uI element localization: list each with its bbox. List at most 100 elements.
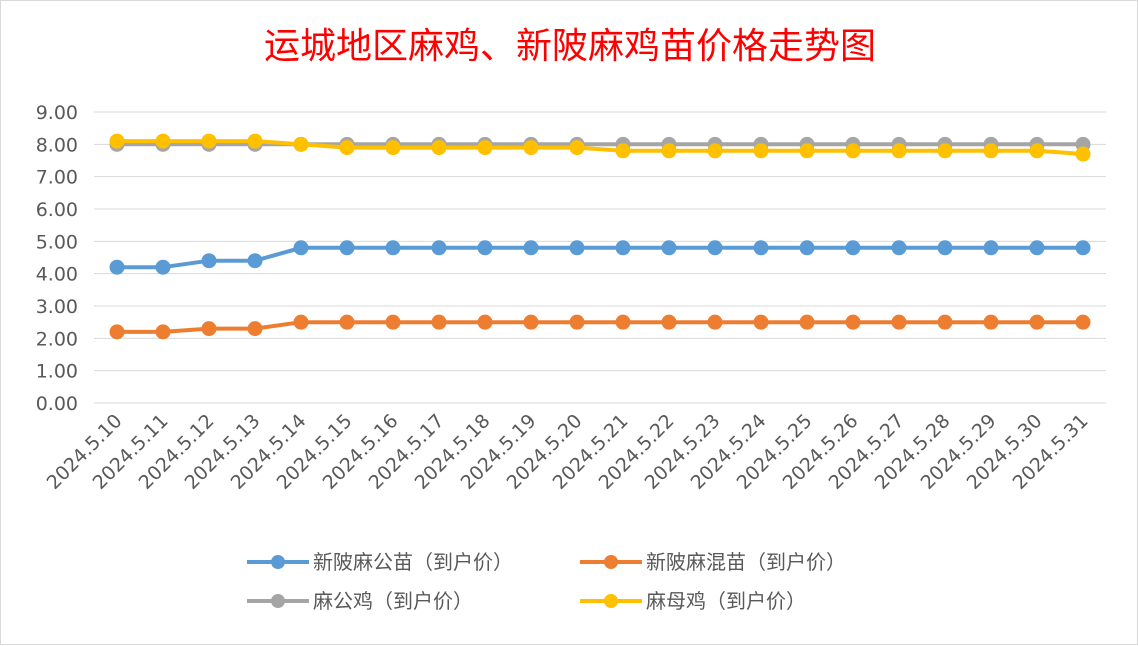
data-point xyxy=(155,324,171,340)
data-point xyxy=(247,133,263,149)
data-point xyxy=(385,140,401,156)
series-lines xyxy=(109,133,1091,340)
data-point xyxy=(845,314,861,330)
data-point xyxy=(477,140,493,156)
data-point xyxy=(707,143,723,159)
data-point xyxy=(1029,240,1045,256)
data-point xyxy=(615,314,631,330)
data-point xyxy=(339,314,355,330)
data-point xyxy=(109,324,125,340)
data-point xyxy=(569,240,585,256)
data-point xyxy=(753,314,769,330)
y-tick-label: 3.00 xyxy=(36,296,78,318)
legend-swatch-orange-icon xyxy=(580,555,642,569)
data-point xyxy=(799,143,815,159)
legend-label: 新陂麻公苗（到户价） xyxy=(313,550,513,574)
data-point xyxy=(569,140,585,156)
data-point xyxy=(983,240,999,256)
data-point xyxy=(523,140,539,156)
data-point xyxy=(339,240,355,256)
legend-swatch-blue-icon xyxy=(247,555,309,569)
legend-label: 麻母鸡（到户价） xyxy=(646,589,806,613)
data-point xyxy=(891,143,907,159)
data-point xyxy=(661,314,677,330)
data-point xyxy=(155,133,171,149)
data-point xyxy=(661,143,677,159)
gridlines xyxy=(94,111,1106,404)
data-point xyxy=(707,240,723,256)
data-point xyxy=(109,259,125,275)
data-point xyxy=(477,240,493,256)
y-tick-label: 8.00 xyxy=(36,134,78,156)
data-point xyxy=(615,143,631,159)
y-tick-label: 0.00 xyxy=(36,393,78,415)
data-point xyxy=(477,314,493,330)
data-point xyxy=(983,143,999,159)
data-point xyxy=(845,143,861,159)
data-point xyxy=(1029,143,1045,159)
y-tick-label: 5.00 xyxy=(36,231,78,253)
data-point xyxy=(1029,314,1045,330)
data-point xyxy=(431,240,447,256)
data-point xyxy=(523,240,539,256)
series-line xyxy=(115,320,1085,334)
data-point xyxy=(431,314,447,330)
data-point xyxy=(523,314,539,330)
y-tick-label: 9.00 xyxy=(36,102,78,124)
data-point xyxy=(1075,146,1091,162)
chart-title: 运城地区麻鸡、新陂麻鸡苗价格走势图 xyxy=(263,26,876,67)
x-axis-tick-labels: 2024.5.102024.5.112024.5.122024.5.132024… xyxy=(43,410,1093,494)
data-point xyxy=(937,240,953,256)
data-point xyxy=(799,314,815,330)
data-point xyxy=(891,314,907,330)
data-point xyxy=(707,314,723,330)
series-line xyxy=(115,245,1085,270)
data-point xyxy=(845,240,861,256)
series-line xyxy=(115,139,1085,156)
data-point xyxy=(339,140,355,156)
legend-swatch-yellow-icon xyxy=(580,594,642,608)
data-point xyxy=(385,314,401,330)
legend-swatch-gray-icon xyxy=(247,594,309,608)
y-tick-label: 7.00 xyxy=(36,167,78,189)
y-tick-label: 4.00 xyxy=(36,264,78,286)
data-point xyxy=(937,143,953,159)
data-point xyxy=(293,136,309,152)
y-axis-tick-labels: 0.00 1.00 2.00 3.00 4.00 5.00 6.00 7.00 8.00 9.00 xyxy=(36,102,78,415)
data-point xyxy=(661,240,677,256)
data-point xyxy=(201,133,217,149)
data-point xyxy=(247,321,263,337)
legend-label: 麻公鸡（到户价） xyxy=(313,589,473,613)
data-point xyxy=(385,240,401,256)
data-point xyxy=(293,240,309,256)
series-0 xyxy=(109,240,1091,275)
data-point xyxy=(431,140,447,156)
data-point xyxy=(1075,240,1091,256)
y-tick-label: 6.00 xyxy=(36,199,78,221)
data-point xyxy=(799,240,815,256)
data-point xyxy=(201,321,217,337)
data-point xyxy=(753,240,769,256)
data-point xyxy=(615,240,631,256)
data-point xyxy=(937,314,953,330)
data-point xyxy=(293,314,309,330)
y-tick-label: 2.00 xyxy=(36,328,78,350)
data-point xyxy=(753,143,769,159)
data-point xyxy=(1075,314,1091,330)
data-point xyxy=(569,314,585,330)
data-point xyxy=(155,259,171,275)
series-1 xyxy=(109,314,1091,340)
series-3 xyxy=(109,133,1091,162)
legend-item-hen: 麻母鸡（到户价） xyxy=(580,586,806,616)
data-point xyxy=(891,240,907,256)
legend-item-mixed-chick: 新陂麻混苗（到户价） xyxy=(580,547,846,577)
data-point xyxy=(983,314,999,330)
y-tick-label: 1.00 xyxy=(36,361,78,383)
legend-label: 新陂麻混苗（到户价） xyxy=(646,550,846,574)
data-point xyxy=(247,253,263,269)
data-point xyxy=(109,133,125,149)
legend-item-male-chick: 新陂麻公苗（到户价） xyxy=(247,547,513,577)
legend-item-rooster: 麻公鸡（到户价） xyxy=(247,586,473,616)
